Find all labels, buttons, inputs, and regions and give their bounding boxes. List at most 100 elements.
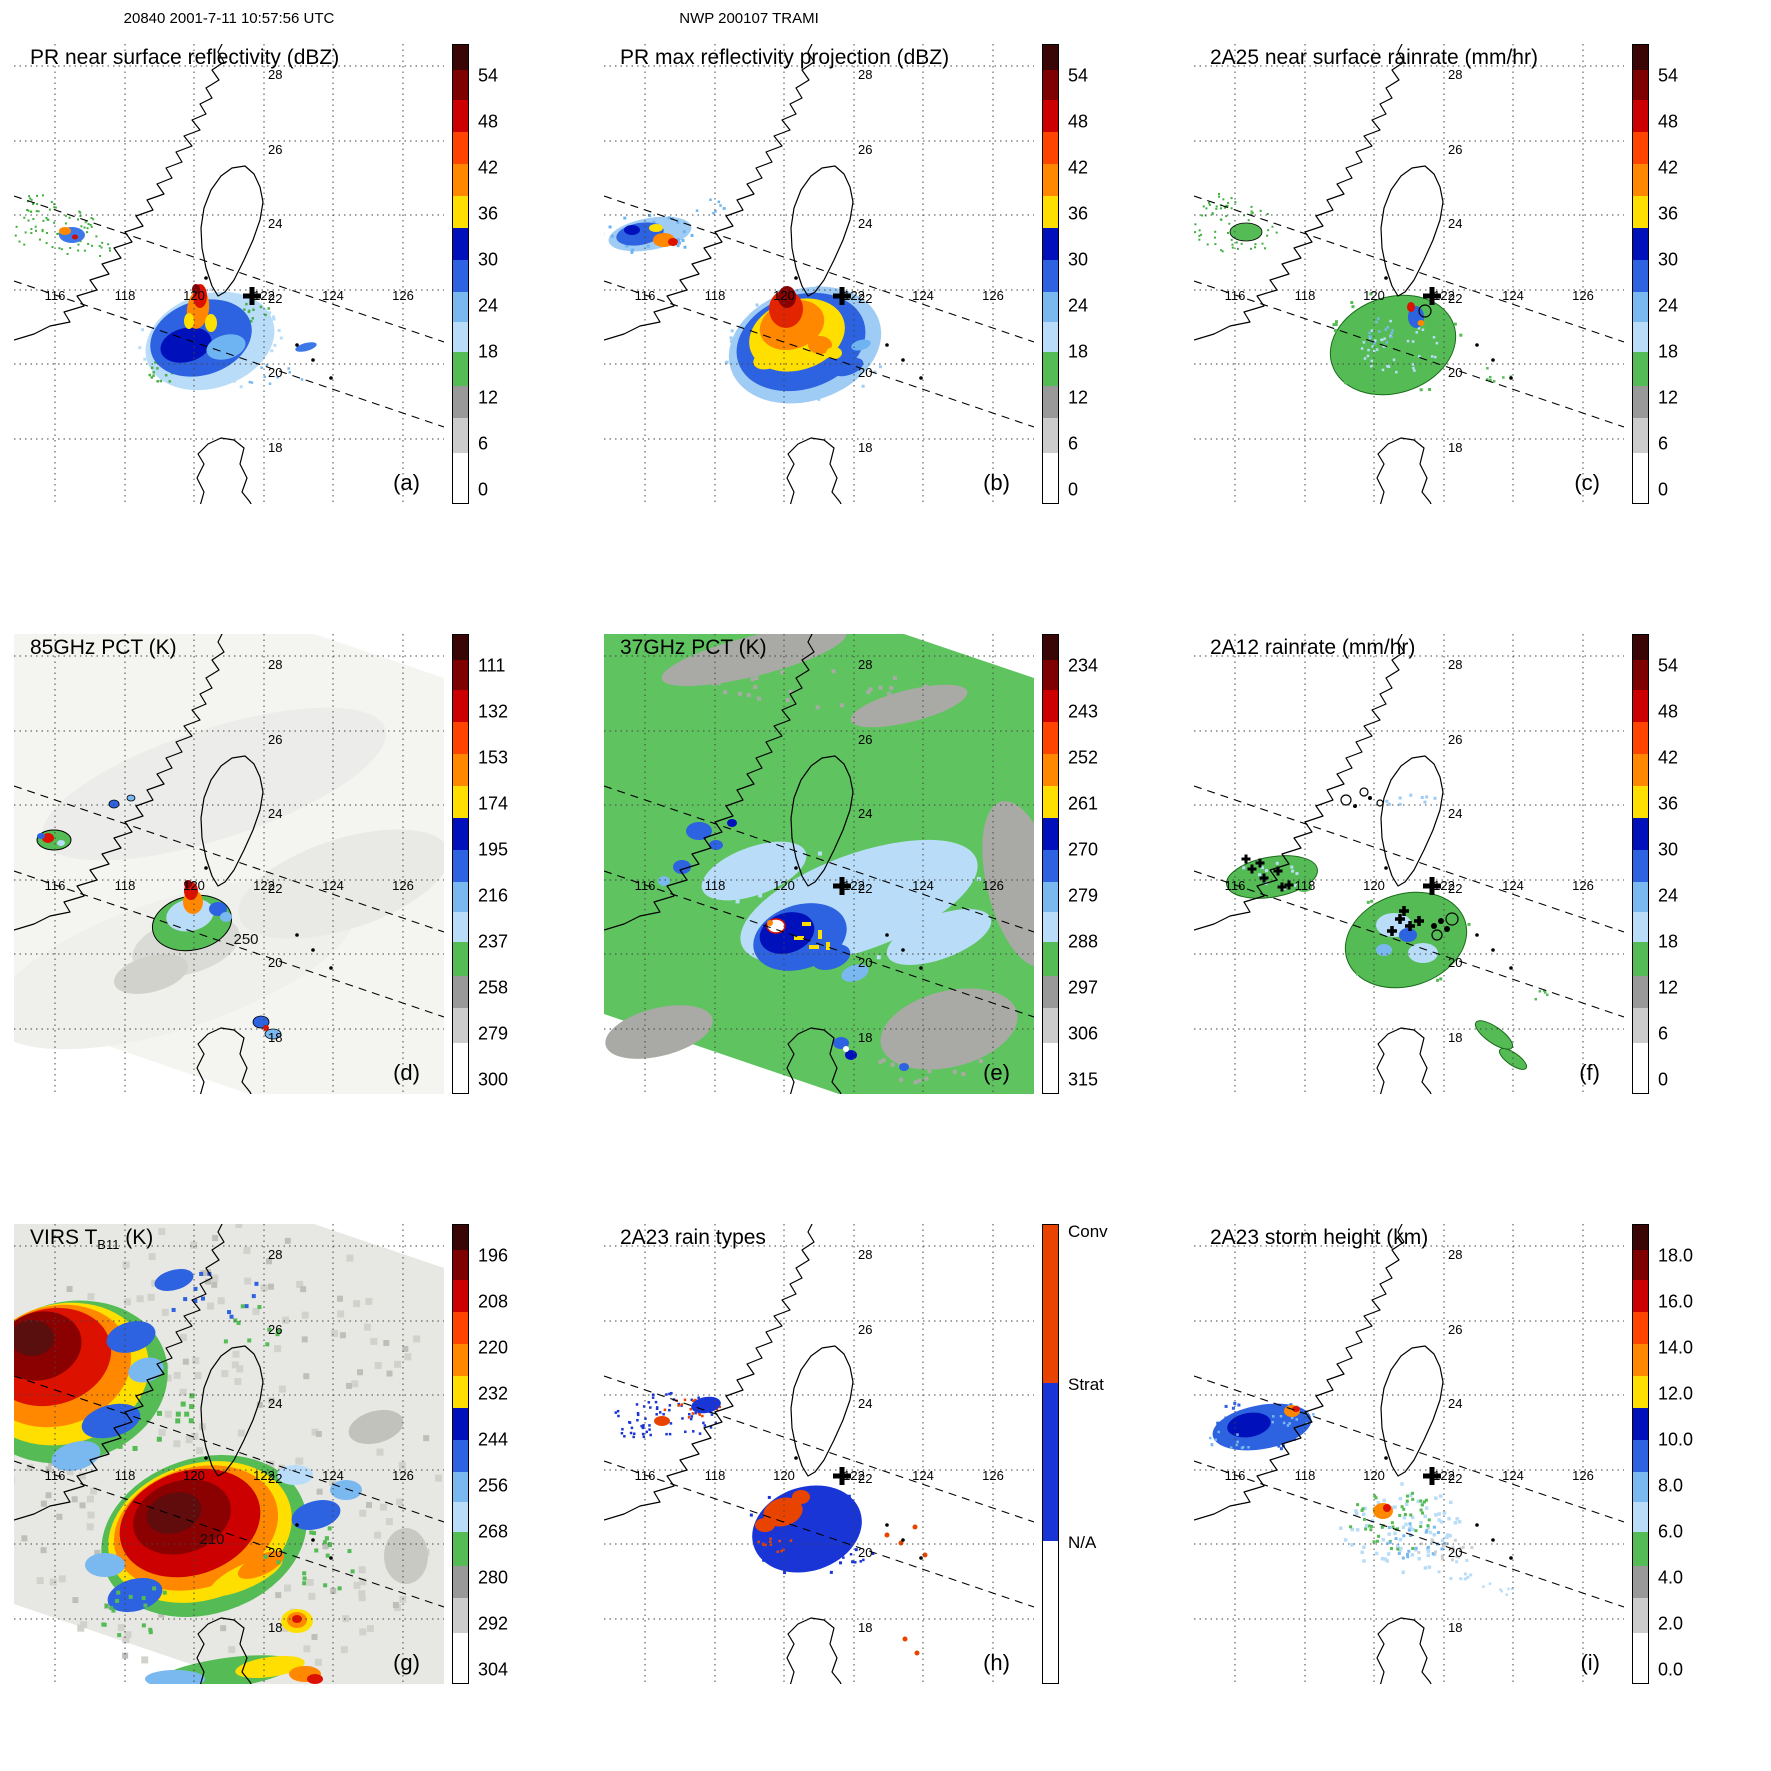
- colorbar-segment: [1633, 1566, 1648, 1599]
- lat-label: 20: [858, 365, 872, 380]
- colorbar-segment: [453, 1344, 468, 1377]
- colorbar-segment: [453, 1225, 468, 1251]
- colorbar-tick: 48: [1658, 111, 1679, 132]
- colorbar-segment: [1633, 786, 1648, 819]
- colorbar-tick: 36: [1658, 203, 1679, 224]
- swath-edge-lines: [1194, 1375, 1624, 1608]
- lon-label: 120: [1363, 288, 1385, 303]
- colorbar-tick: 234: [1068, 655, 1099, 676]
- colorbar-segment: [453, 292, 468, 323]
- taiwan-coastline: [200, 165, 264, 297]
- colorbar-segment: [453, 786, 468, 819]
- colorbar-segment: [1633, 1225, 1648, 1251]
- colorbar-segment: [1043, 882, 1058, 913]
- colorbar-i: [1632, 1224, 1649, 1684]
- colorbar-b: [1042, 44, 1059, 504]
- lon-label: 118: [115, 878, 136, 893]
- graticule: 116118120122124126282624222018: [14, 634, 444, 1094]
- raintype-label: N/A: [1068, 1533, 1097, 1553]
- colorbar-segment: [453, 976, 468, 1009]
- colorbar-tick: 252: [1068, 747, 1099, 768]
- colorbar-tick: 279: [1068, 885, 1099, 906]
- colorbar-tick: 48: [1068, 111, 1089, 132]
- lon-label: 126: [982, 288, 1004, 303]
- lat-label: 18: [858, 1620, 872, 1635]
- colorbar-tick: 36: [1658, 793, 1679, 814]
- data-overlay: [36, 794, 282, 1040]
- lat-label: 28: [268, 67, 282, 82]
- lat-label: 24: [1448, 806, 1462, 821]
- colorbar-segment: [1043, 292, 1058, 323]
- colorbar-segment: [1633, 70, 1648, 100]
- map-a: 116118120122124126282624222018: [14, 44, 444, 504]
- lon-label: 122: [253, 878, 275, 893]
- colorbar-tick: 279: [478, 1023, 509, 1044]
- island-dot: [1509, 1556, 1513, 1560]
- colorbar-segment: [453, 722, 468, 755]
- lat-label: 22: [268, 881, 282, 896]
- lon-label: 124: [1502, 288, 1524, 303]
- luzon-coastline: [1376, 1027, 1432, 1094]
- colorbar-segment: [453, 351, 468, 387]
- colorbar-tick: 300: [478, 1069, 509, 1090]
- colorbar-segment: [1043, 1008, 1058, 1043]
- island-dot: [885, 343, 889, 347]
- lon-label: 122: [253, 288, 275, 303]
- panel-i: 1161181201221241262826242220182A23 storm…: [1180, 1180, 1771, 1771]
- swath-edge-lines: [604, 1375, 1034, 1608]
- island-dot: [901, 948, 905, 952]
- lat-label: 18: [858, 1030, 872, 1045]
- colorbar-tick: 256: [478, 1475, 509, 1496]
- island-dot: [1491, 358, 1495, 362]
- colorbar-segment: [1633, 228, 1648, 261]
- island-dot: [295, 933, 299, 937]
- map-e: 116118120122124126282624222018: [604, 634, 1034, 1094]
- coastlines: [14, 1224, 333, 1684]
- swath-edge-lines: [604, 785, 1034, 1018]
- raintype-label: Strat: [1068, 1374, 1104, 1394]
- panel-letter-h: (h): [983, 1650, 1010, 1675]
- map-g: 116118120122124126282624222018210: [14, 1224, 444, 1684]
- luzon-coastline: [1376, 1617, 1432, 1684]
- data-overlay: [14, 194, 317, 391]
- colorbar-segment: [1633, 722, 1648, 755]
- colorbar-segment: [453, 1632, 468, 1683]
- colorbar-tick: 48: [1658, 701, 1679, 722]
- lat-label: 22: [1448, 881, 1462, 896]
- colorbar-tick: 18: [478, 341, 499, 362]
- graticule: 116118120122124126282624222018: [1194, 1224, 1624, 1684]
- island-dot: [1475, 933, 1479, 937]
- colorbar-tick: 297: [1068, 977, 1099, 998]
- lon-label: 122: [1433, 1468, 1455, 1483]
- colorbar-segment: [1043, 260, 1058, 293]
- colorbar-segment: [1043, 754, 1058, 787]
- lon-label: 120: [773, 1468, 795, 1483]
- lon-label: 120: [773, 288, 795, 303]
- lon-label: 118: [115, 1468, 136, 1483]
- lat-label: 20: [268, 1545, 282, 1560]
- storm-center-marker: [1423, 287, 1441, 305]
- colorbar-tick: 30: [1658, 249, 1679, 270]
- graticule: 116118120122124126282624222018: [604, 1224, 1034, 1684]
- colorbar-tick: 36: [478, 203, 499, 224]
- island-dot: [1491, 948, 1495, 952]
- contour-label: 250: [233, 931, 258, 948]
- colorbar-segment: [1043, 635, 1058, 661]
- island-dot: [901, 1538, 905, 1542]
- coastlines: [604, 1224, 923, 1684]
- lat-label: 26: [1448, 732, 1462, 747]
- island-dot: [329, 376, 333, 380]
- colorbar-segment: [453, 818, 468, 851]
- colorbar-segment: [453, 260, 468, 293]
- lat-label: 28: [858, 657, 872, 672]
- colorbar-d: [452, 634, 469, 1094]
- colorbar-segment: [1633, 292, 1648, 323]
- colorbar-tick: 153: [478, 747, 509, 768]
- colorbar-tick: 232: [478, 1383, 509, 1404]
- colorbar-tick: 42: [1068, 157, 1089, 178]
- colorbar-tick: 48: [478, 111, 499, 132]
- colorbar-segment: [453, 386, 468, 419]
- lat-label: 18: [1448, 440, 1462, 455]
- graticule: 116118120122124126282624222018: [14, 44, 444, 504]
- lat-label: 18: [1448, 1620, 1462, 1635]
